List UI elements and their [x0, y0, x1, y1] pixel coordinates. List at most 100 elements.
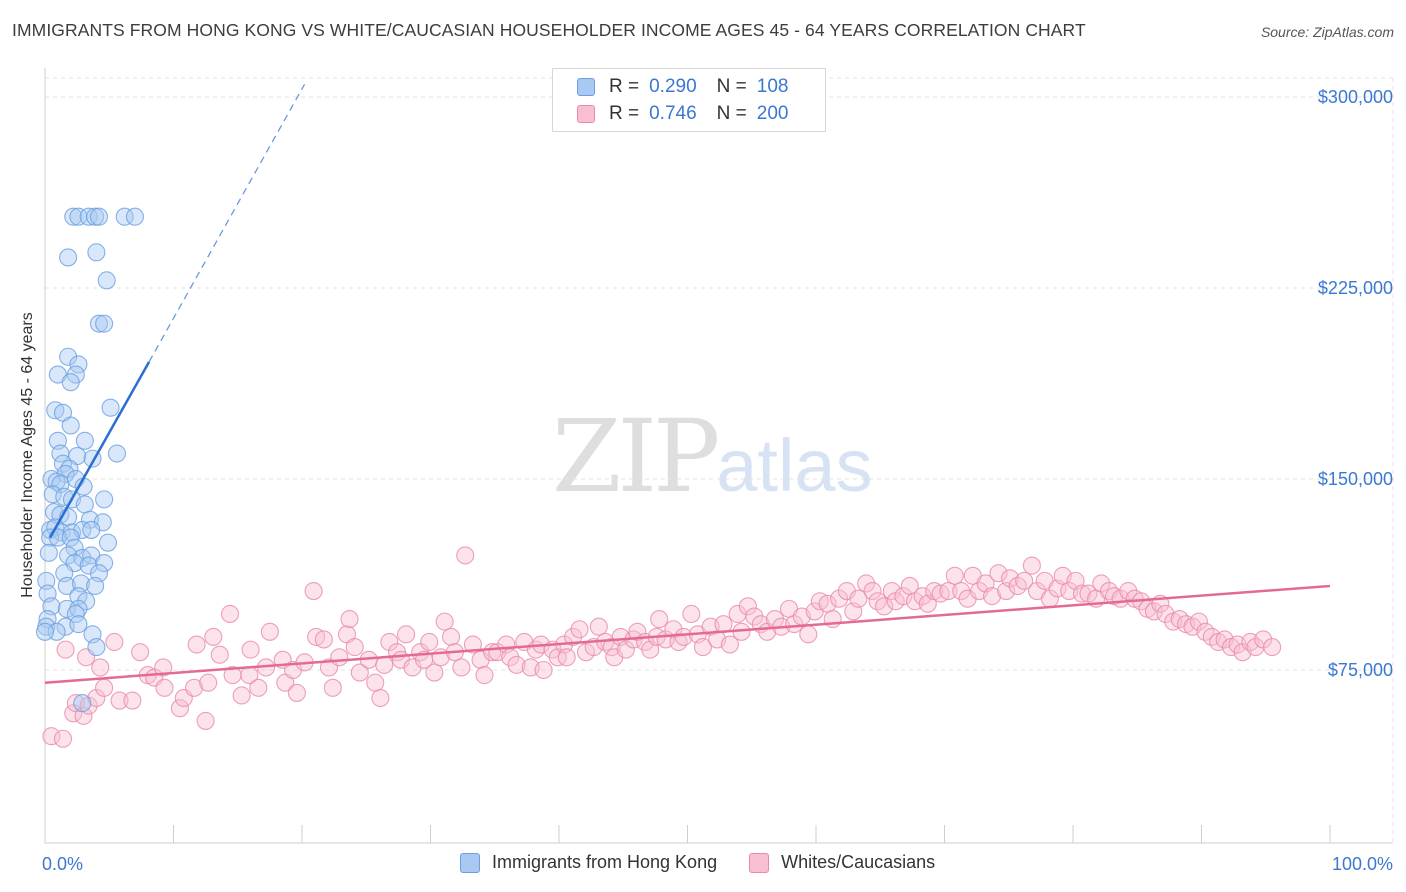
point-whites-caucasians [56, 640, 75, 659]
point-hong-kong [57, 576, 76, 596]
point-hong-kong [89, 314, 109, 333]
point-hong-kong [87, 243, 106, 262]
point-whites-caucasians [340, 610, 359, 629]
legend-item-whites[interactable]: Whites/Caucasians [749, 852, 935, 873]
point-whites-caucasians [53, 729, 73, 748]
point-whites-caucasians [323, 678, 342, 697]
point-hong-kong [59, 546, 78, 565]
point-hong-kong [69, 599, 88, 618]
point-whites-caucasians [105, 632, 124, 652]
point-whites-caucasians [304, 582, 323, 601]
point-whites-caucasians [1022, 556, 1041, 575]
legend-swatch-blue [577, 78, 595, 96]
point-whites-caucasians [87, 688, 106, 708]
point-hong-kong [64, 207, 83, 226]
point-whites-caucasians [170, 699, 189, 718]
point-whites-caucasians [875, 597, 894, 616]
trend-lines [44, 83, 1331, 684]
point-whites-caucasians [420, 632, 439, 652]
legend-swatch-pink [749, 852, 770, 873]
point-hong-kong [95, 553, 114, 573]
point-whites-caucasians [452, 658, 471, 677]
trend-line-hong-kong-extrapolated [148, 83, 306, 363]
point-hong-kong [95, 314, 114, 333]
watermark-zip: ZIP [552, 398, 720, 515]
point-whites-caucasians [330, 648, 349, 667]
series-whites-caucasians [42, 546, 1282, 748]
series-immigrants-hong-kong [35, 207, 144, 713]
y-axis-label: Householder Income Ages 45 - 64 years [19, 312, 36, 598]
point-whites-caucasians [857, 574, 876, 593]
point-hong-kong [79, 556, 98, 575]
point-hong-kong [73, 694, 92, 713]
point-whites-caucasians [380, 632, 399, 652]
grid-lines [45, 77, 1394, 843]
point-whites-caucasians [1156, 604, 1175, 624]
point-whites-caucasians [650, 610, 669, 629]
point-hong-kong [79, 207, 98, 226]
point-whites-caucasians [1000, 569, 1020, 588]
point-hong-kong [86, 207, 105, 226]
point-whites-caucasians [674, 627, 693, 646]
y-tick-label: $300,000 [1318, 87, 1393, 107]
point-whites-caucasians [241, 640, 260, 659]
point-whites-caucasians [745, 607, 764, 626]
point-hong-kong [75, 495, 94, 514]
point-whites-caucasians [232, 686, 251, 705]
point-whites-caucasians [557, 648, 576, 667]
point-whites-caucasians [738, 597, 757, 616]
point-whites-caucasians [669, 632, 688, 652]
point-whites-caucasians [463, 635, 482, 654]
watermark-atlas: atlas [716, 424, 873, 507]
legend-item-hong-kong[interactable]: Immigrants from Hong Kong [460, 852, 717, 873]
point-hong-kong [61, 528, 80, 547]
point-whites-caucasians [1015, 571, 1034, 590]
legend-row-blue: R = 0.290 N = 108 [577, 75, 788, 99]
point-whites-caucasians [425, 663, 444, 682]
point-whites-caucasians [863, 582, 882, 601]
point-whites-caucasians [131, 643, 150, 662]
legend-label-hong-kong: Immigrants from Hong Kong [492, 852, 718, 872]
point-whites-caucasians [939, 582, 958, 601]
legend-n-label: N = [716, 76, 747, 97]
point-whites-caucasians [91, 658, 110, 677]
point-whites-caucasians [564, 627, 583, 646]
point-hong-kong [61, 373, 80, 392]
point-whites-caucasians [154, 658, 173, 677]
point-whites-caucasians [894, 587, 913, 606]
point-whites-caucasians [1189, 612, 1208, 631]
point-hong-kong [41, 520, 60, 539]
point-whites-caucasians [628, 622, 647, 641]
legend-swatch-blue [460, 852, 480, 873]
legend-label-whites: Whites/Caucasians [781, 852, 936, 872]
point-whites-caucasians [435, 612, 454, 631]
point-whites-caucasians [375, 655, 394, 674]
point-whites-caucasians [185, 678, 204, 697]
legend-r-label: R = [609, 76, 640, 97]
point-whites-caucasians [693, 638, 712, 657]
point-hong-kong [107, 444, 127, 463]
point-whites-caucasians [982, 587, 1002, 606]
point-hong-kong [61, 416, 80, 435]
point-hong-kong [86, 576, 105, 596]
y-tick-label: $75,000 [1328, 660, 1393, 680]
point-hong-kong [115, 207, 134, 226]
point-hong-kong [65, 538, 84, 557]
point-whites-caucasians [720, 635, 739, 654]
legend-n-label: N = [716, 103, 747, 124]
point-hong-kong [42, 469, 61, 489]
point-hong-kong [69, 615, 88, 634]
legend-row-pink: R = 0.746 N = 200 [577, 102, 788, 126]
point-hong-kong [59, 248, 78, 267]
point-whites-caucasians [187, 635, 206, 654]
y-tick-label: $150,000 [1318, 469, 1393, 489]
point-whites-caucasians [1263, 638, 1282, 657]
point-whites-caucasians [570, 620, 589, 639]
point-whites-caucasians [1072, 584, 1092, 603]
point-whites-caucasians [345, 638, 364, 657]
point-whites-caucasians [220, 604, 240, 624]
legend-r-label: R = [609, 103, 640, 124]
correlation-legend: R = 0.290 N = 108 R = 0.746 N = 200 [552, 68, 826, 132]
point-whites-caucasians [204, 627, 223, 646]
